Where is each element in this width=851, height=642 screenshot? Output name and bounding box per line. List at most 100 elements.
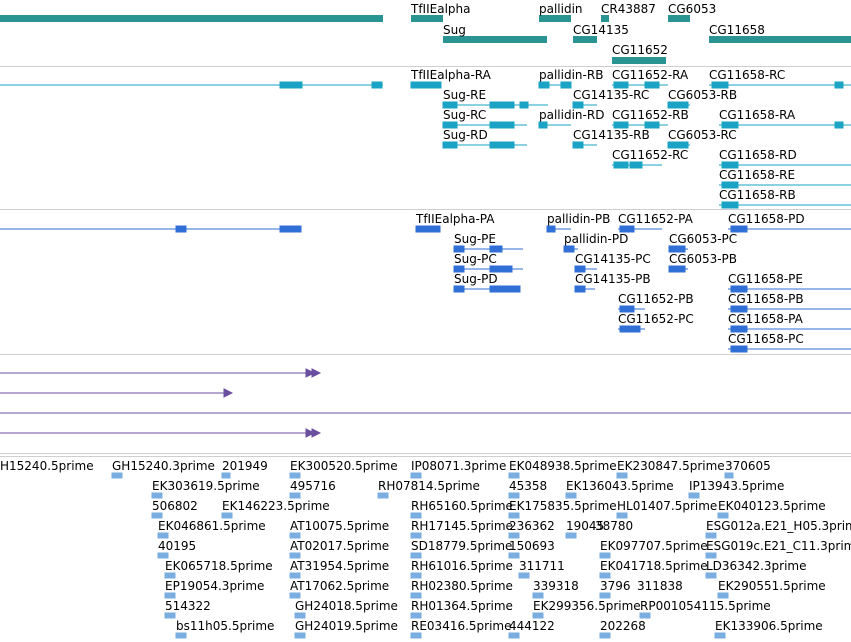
gene-feature[interactable]: [0, 15, 383, 22]
feature-label[interactable]: CG14135-PB: [575, 272, 651, 286]
feature-label[interactable]: 370605: [725, 459, 771, 473]
feature-label[interactable]: EP19054.3prime: [165, 579, 265, 593]
feature-label[interactable]: 45358: [509, 479, 548, 493]
feature-label[interactable]: GH15240.3prime: [112, 459, 215, 473]
feature-label[interactable]: 38780: [595, 519, 634, 533]
feature-label[interactable]: ESG012a.E21_H05.3prim: [706, 519, 851, 533]
feature-label[interactable]: 506802: [152, 499, 198, 513]
feature-label[interactable]: Sug-RE: [443, 88, 487, 102]
feature-label[interactable]: AT02017.5prime: [290, 539, 390, 553]
feature-label[interactable]: pallidin: [539, 2, 583, 16]
feature-label[interactable]: EK175835.5prime: [509, 499, 617, 513]
feature-label[interactable]: RE03416.5prime: [411, 619, 512, 633]
feature-label[interactable]: AT31954.5prime: [290, 559, 390, 573]
gene-feature[interactable]: [612, 57, 666, 64]
feature-label[interactable]: 3796: [600, 579, 631, 593]
feature-label[interactable]: 150693: [509, 539, 555, 553]
gene-feature[interactable]: [573, 36, 597, 43]
feature-label[interactable]: 495716: [290, 479, 336, 493]
feature-label[interactable]: 311838: [637, 579, 683, 593]
exon[interactable]: [279, 225, 302, 233]
feature-label[interactable]: Sug-PD: [454, 272, 498, 286]
feature-label[interactable]: TfIIEalpha-RA: [411, 68, 491, 82]
feature-label[interactable]: HL01407.5prime: [617, 499, 718, 513]
feature-label[interactable]: CG14135-RB: [573, 128, 650, 142]
feature-label[interactable]: bs11h05.5prime: [176, 619, 275, 633]
feature-label[interactable]: EK146223.5prime: [222, 499, 330, 513]
feature-label[interactable]: 514322: [165, 599, 211, 613]
exon[interactable]: [410, 81, 442, 89]
feature-label[interactable]: CG11652-RC: [612, 148, 689, 162]
feature-label[interactable]: RH65160.5prime: [411, 499, 513, 513]
feature-label[interactable]: CG11658-PB: [728, 292, 804, 306]
feature-label[interactable]: GH24018.5prime: [295, 599, 398, 613]
feature-label[interactable]: 311711: [519, 559, 565, 573]
feature-label[interactable]: EK303619.5prime: [152, 479, 260, 493]
feature-label[interactable]: pallidin-PD: [564, 232, 629, 246]
feature-label[interactable]: CG11652-PC: [618, 312, 694, 326]
feature-label[interactable]: EK290551.5prime: [718, 579, 826, 593]
feature-label[interactable]: TfIIEalpha-PA: [416, 212, 495, 226]
feature-label[interactable]: Sug-PE: [454, 232, 496, 246]
feature-label[interactable]: TfIIEalpha: [411, 2, 471, 16]
feature-label[interactable]: EK046861.5prime: [158, 519, 266, 533]
feature-label[interactable]: 19045: [566, 519, 605, 533]
feature-label[interactable]: pallidin-RB: [539, 68, 604, 82]
feature-label[interactable]: CG11658: [709, 23, 765, 37]
feature-label[interactable]: IP08071.3prime: [411, 459, 507, 473]
feature-label[interactable]: CG6053: [668, 2, 717, 16]
feature-label[interactable]: AT10075.5prime: [290, 519, 390, 533]
feature-label[interactable]: AT17062.5prime: [290, 579, 390, 593]
feature-label[interactable]: CG11658-PE: [728, 272, 803, 286]
feature-label[interactable]: 202268: [600, 619, 646, 633]
feature-label[interactable]: Sug-PC: [454, 252, 497, 266]
feature-label[interactable]: Sug: [443, 23, 466, 37]
feature-label[interactable]: RH07814.5prime: [378, 479, 480, 493]
feature-label[interactable]: CG11658-RE: [719, 168, 796, 182]
feature-label[interactable]: CG11652-PA: [618, 212, 693, 226]
gene-feature[interactable]: [601, 15, 609, 22]
feature-label[interactable]: 201949: [222, 459, 268, 473]
feature-label[interactable]: RH01364.5prime: [411, 599, 513, 613]
feature-label[interactable]: CG14135-RC: [573, 88, 650, 102]
feature-label[interactable]: CG6053-RB: [668, 88, 738, 102]
feature-label[interactable]: CG11652-RA: [612, 68, 689, 82]
feature-label[interactable]: CG11658-RA: [719, 108, 796, 122]
feature-label[interactable]: EK136043.5prime: [566, 479, 674, 493]
feature-label[interactable]: SD18779.5prime: [411, 539, 513, 553]
feature-label[interactable]: CG11652: [612, 43, 668, 57]
feature-label[interactable]: RP001054115.5prime: [640, 599, 771, 613]
feature-label[interactable]: EK048938.5prime: [509, 459, 617, 473]
feature-label[interactable]: CG11658-PD: [728, 212, 805, 226]
feature-label[interactable]: CR43887: [601, 2, 656, 16]
feature-label[interactable]: EK133906.5prime: [715, 619, 823, 633]
feature-label[interactable]: EK300520.5prime: [290, 459, 398, 473]
exon[interactable]: [279, 81, 303, 89]
feature-label[interactable]: CG14135-PC: [575, 252, 651, 266]
feature-label[interactable]: GH24019.5prime: [295, 619, 398, 633]
feature-label[interactable]: 444122: [509, 619, 555, 633]
feature-label[interactable]: CG6053-PC: [669, 232, 738, 246]
feature-label[interactable]: EK299356.5prime: [533, 599, 641, 613]
gene-feature[interactable]: [539, 15, 571, 22]
feature-label[interactable]: RH61016.5prime: [411, 559, 513, 573]
feature-label[interactable]: CG11658-RB: [719, 188, 796, 202]
gene-feature[interactable]: [668, 15, 690, 22]
feature-label[interactable]: 339318: [533, 579, 579, 593]
feature-label[interactable]: CG11658-RC: [709, 68, 786, 82]
feature-label[interactable]: pallidin-RD: [539, 108, 605, 122]
feature-label[interactable]: CG11658-PA: [728, 312, 803, 326]
feature-label[interactable]: CG11652-PB: [618, 292, 694, 306]
feature-label[interactable]: pallidin-PB: [547, 212, 611, 226]
feature-label[interactable]: CG11652-RB: [612, 108, 689, 122]
feature-label[interactable]: 40195: [158, 539, 197, 553]
feature-label[interactable]: CG11658-RD: [719, 148, 797, 162]
feature-label[interactable]: Sug-RD: [443, 128, 488, 142]
feature-label[interactable]: RH02380.5prime: [411, 579, 513, 593]
feature-label[interactable]: CG14135: [573, 23, 629, 37]
feature-label[interactable]: ESG019c.E21_C11.3prim: [706, 539, 851, 553]
feature-label[interactable]: 236362: [509, 519, 555, 533]
gene-feature[interactable]: [411, 15, 443, 22]
feature-label[interactable]: EK065718.5prime: [165, 559, 273, 573]
feature-label[interactable]: Sug-RC: [443, 108, 487, 122]
